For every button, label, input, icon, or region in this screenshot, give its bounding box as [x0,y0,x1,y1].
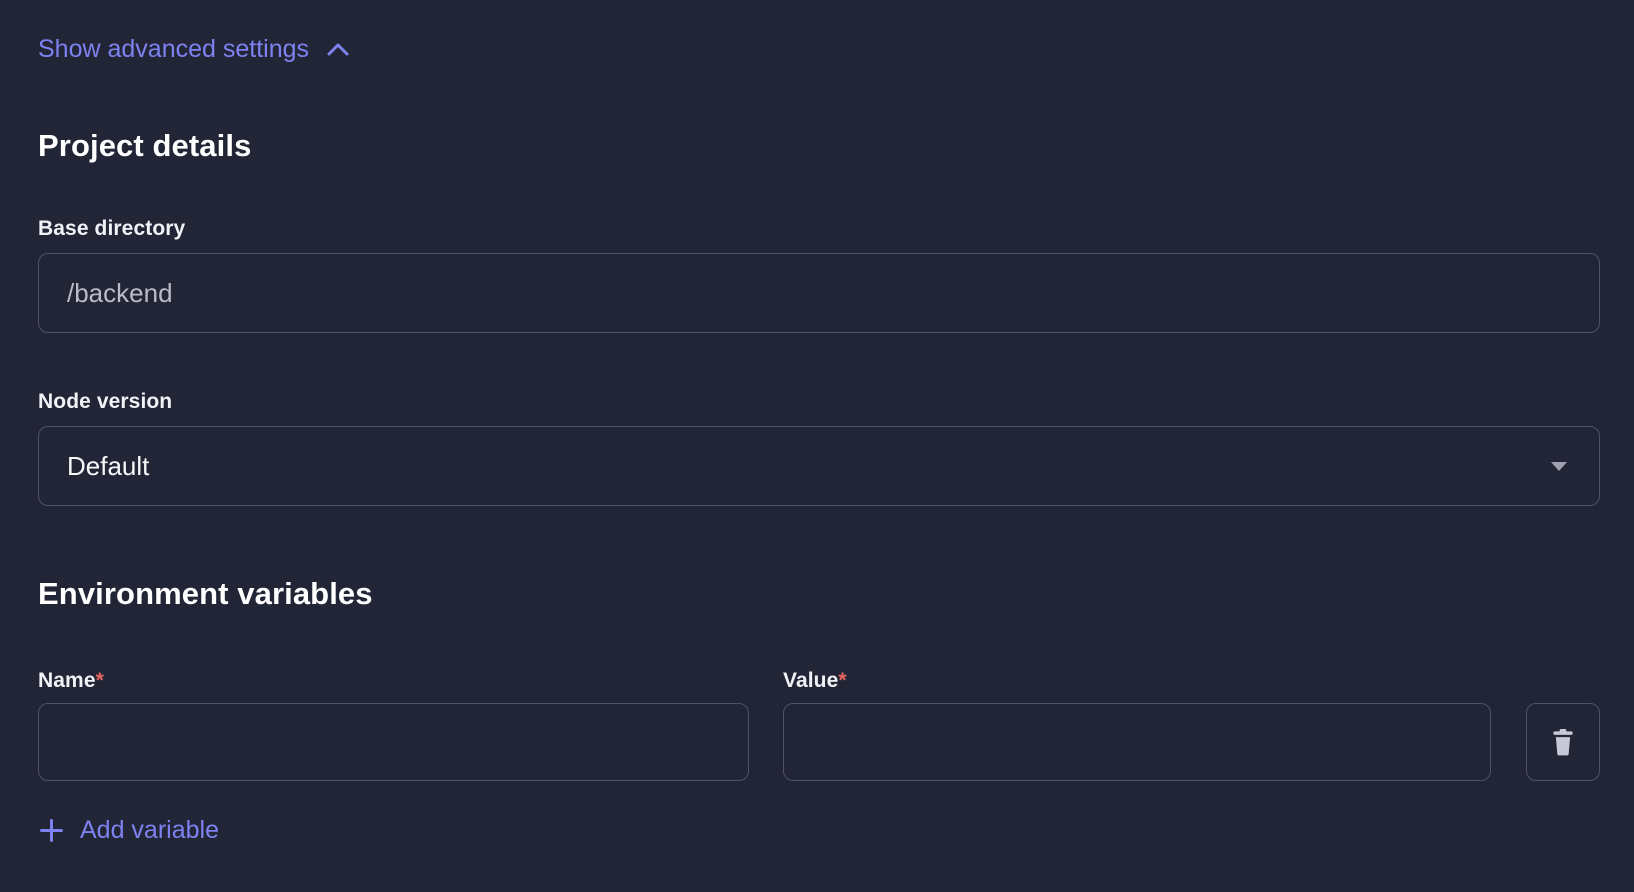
delete-variable-button[interactable] [1526,703,1600,781]
caret-down-icon [1551,461,1567,471]
project-details-heading: Project details [38,128,252,163]
env-value-label: Value* [783,669,847,692]
add-variable-label: Add variable [80,816,219,844]
node-version-select[interactable]: Default [38,426,1600,506]
env-variable-labels-row: Name* Value* [38,668,1600,694]
node-version-selected-value: Default [67,450,150,481]
base-directory-input[interactable] [38,253,1600,333]
env-value-input[interactable] [783,703,1491,781]
add-variable-button[interactable]: Add variable [38,813,219,847]
required-marker: * [838,669,847,692]
trash-icon [1548,726,1578,758]
required-marker: * [95,669,104,692]
env-name-label: Name* [38,669,104,692]
node-version-label: Node version [38,390,173,413]
plus-icon [38,817,65,844]
show-advanced-settings-toggle[interactable]: Show advanced settings [38,34,351,64]
chevron-up-icon [325,38,351,60]
base-directory-label: Base directory [38,217,186,240]
env-name-input[interactable] [38,703,749,781]
env-variable-row [38,703,1600,781]
environment-variables-heading: Environment variables [38,576,373,611]
show-advanced-settings-label: Show advanced settings [38,35,310,63]
